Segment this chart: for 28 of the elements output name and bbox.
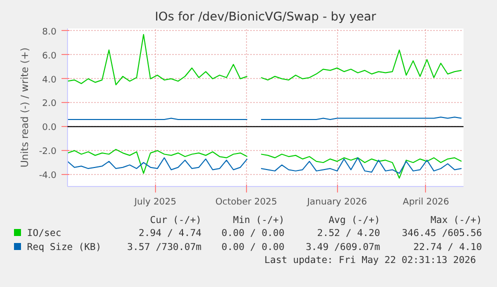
x-tick-label: April 2026 — [402, 198, 450, 208]
text: 2.94 / 4.74 — [138, 227, 203, 241]
text: Cur (-/+) — [149, 215, 203, 227]
y-axis-title: Units read (-) / write (+) — [20, 47, 31, 168]
chart-title: IOs for /dev/BionicVG/Swap - by year — [154, 10, 376, 24]
y-tick-label: 2.0 — [42, 99, 57, 110]
text: 2.52 / 4.20 — [316, 227, 382, 241]
text: 0.00 / 0.00 — [220, 241, 286, 255]
text: 3.57 /730.07m — [126, 241, 203, 255]
legend-label: Req Size (KB) — [26, 241, 102, 255]
y-tick-label: 4.0 — [42, 75, 57, 86]
x-tick-label: July 2025 — [133, 198, 176, 208]
text: Max (-/+) — [430, 215, 483, 227]
x-tick-label: October 2025 — [215, 198, 278, 208]
y-tick-label: -2.0 — [38, 147, 57, 158]
text: Avg (-/+) — [328, 215, 382, 227]
text: Min (-/+) — [232, 215, 286, 227]
y-tick-label: 0.0 — [42, 123, 57, 134]
text: Last update: Fri May 22 02:31:13 2026 — [263, 255, 477, 267]
y-tick-label: 6.0 — [42, 51, 57, 62]
text: 0.00 / 0.00 — [220, 227, 286, 241]
text: 346.45 /605.56 — [400, 227, 483, 241]
y-tick-label: -4.0 — [38, 171, 57, 182]
legend-label: IO/sec — [26, 227, 62, 241]
x-tick-label: January 2026 — [306, 198, 368, 208]
text: 3.49 /609.07m — [304, 241, 382, 255]
y-tick-label: 8.0 — [42, 27, 57, 38]
text: 22.74 / 4.10 — [412, 241, 483, 255]
